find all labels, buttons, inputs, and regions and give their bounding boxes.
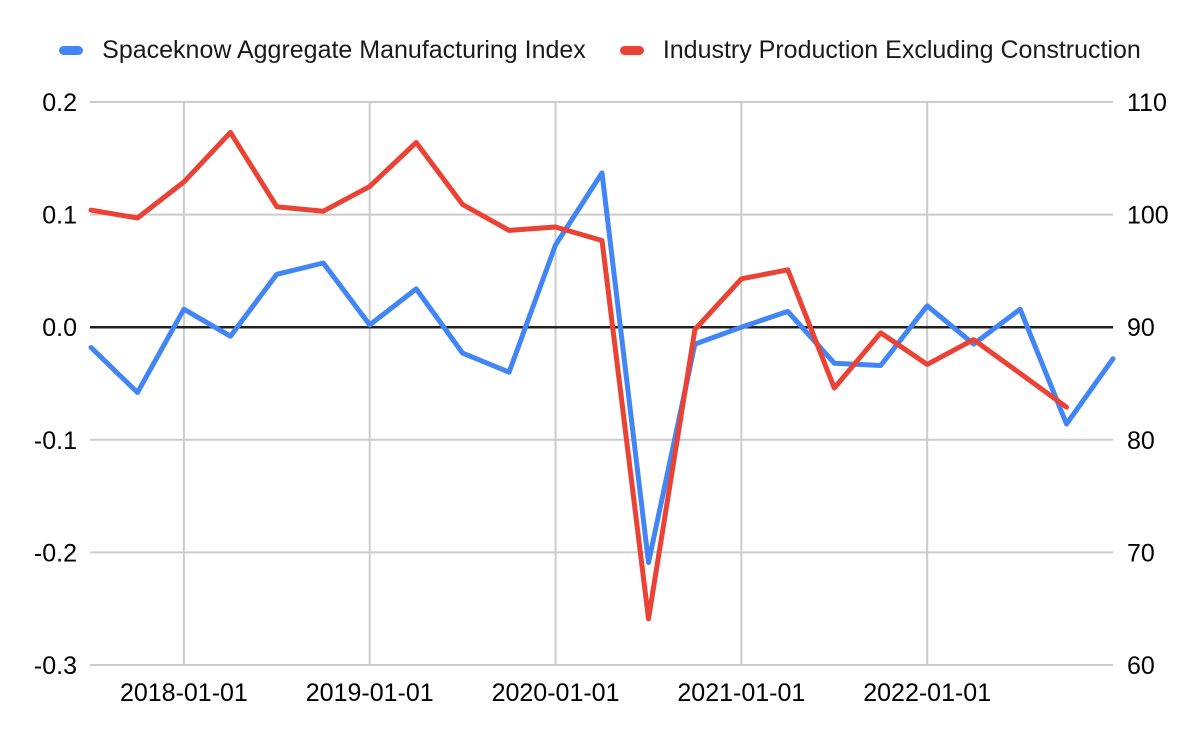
y-axis-left-tick-label: 0.0 bbox=[42, 314, 77, 342]
x-axis-tick-label: 2022-01-01 bbox=[863, 679, 991, 707]
y-axis-right-tick-label: 90 bbox=[1127, 314, 1155, 342]
y-axis-right-tick-label: 100 bbox=[1127, 202, 1169, 230]
y-axis-left-tick-label: -0.2 bbox=[34, 539, 77, 567]
y-axis-right-tick-label: 110 bbox=[1127, 89, 1167, 117]
y-axis-left-tick-label: 0.1 bbox=[42, 202, 77, 230]
y-axis-right-tick-label: 80 bbox=[1127, 427, 1155, 455]
series-line-spaceknow-aggregate-manufacturing-index bbox=[88, 170, 1116, 565]
y-axis-right-tick-label: 70 bbox=[1127, 539, 1155, 567]
y-axis-left-tick-label: -0.3 bbox=[34, 652, 77, 680]
series-line-industry-production-excluding-construction bbox=[88, 129, 1069, 622]
y-axis-left-tick-label: -0.1 bbox=[34, 427, 77, 455]
x-axis-tick-label: 2018-01-01 bbox=[120, 679, 248, 707]
x-axis-tick-label: 2021-01-01 bbox=[677, 679, 805, 707]
x-axis-tick-label: 2020-01-01 bbox=[492, 679, 620, 707]
y-axis-left-tick-label: 0.2 bbox=[42, 89, 77, 117]
y-axis-right-tick-label: 60 bbox=[1127, 652, 1155, 680]
x-axis-tick-label: 2019-01-01 bbox=[306, 679, 434, 707]
